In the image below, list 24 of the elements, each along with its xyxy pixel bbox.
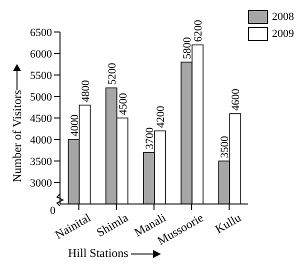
data-label: 4200 bbox=[154, 105, 167, 128]
data-label: 4600 bbox=[230, 88, 242, 111]
y-tick-label: 5500 bbox=[30, 70, 52, 82]
data-label: 5200 bbox=[106, 62, 118, 85]
y-tick-label: 3000 bbox=[30, 177, 52, 190]
data-label: 3500 bbox=[219, 136, 232, 158]
x-axis-title: Hill Stations bbox=[68, 246, 130, 261]
y-tick-label: 4500 bbox=[30, 112, 52, 125]
y-tick-label: 6500 bbox=[30, 26, 52, 39]
y-tick-label: 5000 bbox=[30, 91, 52, 104]
y-tick-label: 4000 bbox=[30, 134, 52, 146]
text: 0 bbox=[50, 205, 56, 217]
y-tick-label: 6000 bbox=[30, 48, 52, 60]
y-axis-title: Number of Visitors bbox=[10, 90, 24, 182]
legend-label: 2008 bbox=[272, 11, 294, 23]
data-label: 5800 bbox=[182, 36, 194, 60]
y-tick-label: 3500 bbox=[30, 156, 52, 168]
data-label: 4800 bbox=[80, 80, 92, 102]
data-label: 4000 bbox=[68, 114, 81, 136]
data-label: 4500 bbox=[117, 92, 130, 115]
legend-label: 2009 bbox=[272, 28, 294, 40]
data-label: 3700 bbox=[144, 126, 156, 150]
data-label: 6200 bbox=[192, 19, 205, 42]
x-tick-label: Kullu bbox=[212, 210, 244, 236]
